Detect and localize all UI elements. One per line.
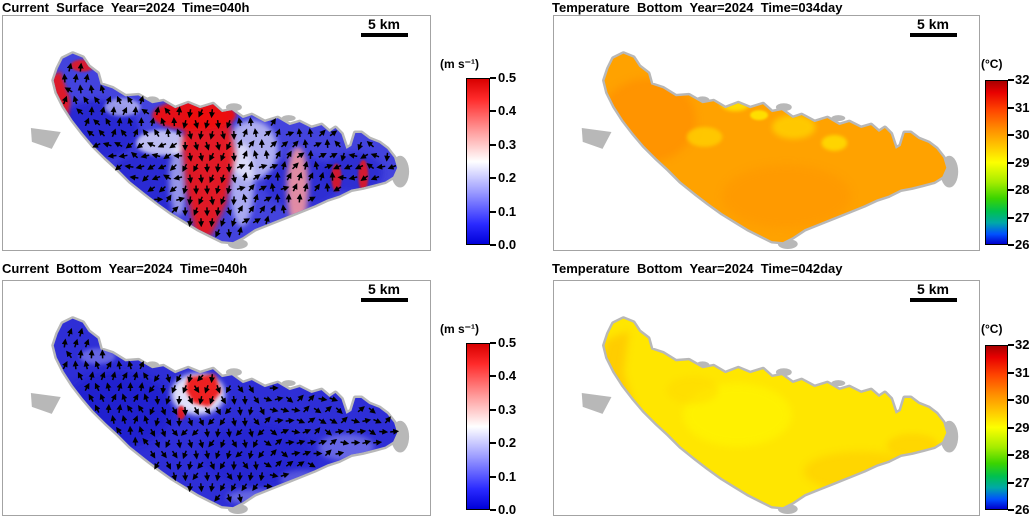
colorbar-tick-label: 30 [1015, 392, 1030, 407]
panel-title-temperature-034: Temperature Bottom Year=2024 Time=034day [552, 0, 843, 15]
colorbar-tick-label: 29 [1015, 419, 1030, 435]
scale-bar-line [360, 33, 408, 37]
colorbar-gradient [466, 343, 490, 510]
colorbar-tick-mark [490, 77, 496, 79]
colorbar-tick-mark [490, 110, 496, 113]
colorbar-tick-label: 0.3 [498, 401, 517, 417]
colorbar-current-bottom: (m s⁻¹) 0.5 0.4 0.3 0.2 0.1 0.0 [440, 322, 555, 523]
colorbar-units-label: (°C) [981, 57, 1003, 71]
colorbar-tick-label: 0.1 [498, 203, 517, 219]
scale-bar-label: 5 km [917, 281, 949, 297]
colorbar-tick-mark [1008, 454, 1014, 456]
scale-bar-line [360, 298, 408, 302]
colorbar-tick-mark [490, 509, 496, 511]
colorbar-tick-label: 26 [1015, 237, 1030, 252]
colorbar-tick-mark [490, 210, 496, 213]
colorbar-tick-mark [490, 442, 496, 445]
colorbar-gradient [985, 80, 1008, 245]
colorbar-tick-mark [1008, 161, 1014, 164]
land-mask [581, 96, 959, 250]
colorbar-tick-mark [490, 143, 496, 146]
colorbar-gradient [466, 78, 490, 245]
scale-bar-label: 5 km [368, 16, 400, 32]
colorbar-tick-label: 0.4 [498, 368, 517, 384]
colorbar-current-surface: (m s⁻¹) 0.5 0.4 0.3 0.2 0.1 0.0 [440, 57, 555, 272]
scale-bar-label: 5 km [368, 281, 400, 297]
colorbar-temperature-034: (°C) 32 31 30 29 28 27 26 [978, 57, 1031, 272]
colorbar-units-label: (m s⁻¹) [440, 57, 479, 71]
scale-bar-line [909, 33, 957, 37]
colorbar-tick-label: 28 [1015, 447, 1030, 462]
colorbar-temperature-042: (°C) 32 31 30 29 28 27 26 [978, 322, 1031, 523]
current-vectors [61, 62, 397, 239]
colorbar-tick-mark [490, 177, 496, 180]
colorbar-tick-mark [1008, 399, 1014, 401]
panel-title-current-surface: Current Surface Year=2024 Time=040h [2, 0, 250, 15]
colorbar-tick-mark [490, 375, 496, 378]
map-panel-current-bottom: 5 km [2, 280, 431, 516]
scale-bar: 5 km [907, 282, 959, 302]
colorbar-gradient [985, 345, 1008, 510]
colorbar-tick-label: 0.5 [498, 335, 517, 350]
lake-map-current-bottom [30, 316, 410, 515]
colorbar-tick-label: 30 [1015, 127, 1030, 142]
colorbar-tick-label: 27 [1015, 474, 1030, 490]
colorbar-tick-mark [1008, 134, 1014, 136]
colorbar-tick-mark [1008, 189, 1014, 191]
colorbar-tick-mark [490, 244, 496, 246]
colorbar-tick-label: 0.4 [498, 103, 517, 119]
colorbar-tick-mark [490, 342, 496, 344]
map-panel-temperature-042: 5 km [553, 280, 980, 516]
map-panel-current-surface: 5 km [2, 15, 431, 251]
colorbar-tick-label: 0.5 [498, 70, 517, 85]
colorbar-tick-mark [1008, 344, 1014, 346]
lake-map-temperature-034 [581, 51, 959, 250]
colorbar-tick-mark [490, 408, 496, 411]
panel-title-temperature-042: Temperature Bottom Year=2024 Time=042day [552, 261, 843, 276]
colorbar-tick-label: 29 [1015, 154, 1030, 170]
scale-bar-label: 5 km [917, 16, 949, 32]
colorbar-units-label: (°C) [981, 322, 1003, 336]
colorbar-tick-label: 0.2 [498, 170, 517, 186]
colorbar-tick-label: 32 [1015, 72, 1030, 87]
colorbar-tick-label: 0.3 [498, 136, 517, 152]
colorbar-units-label: (m s⁻¹) [440, 322, 479, 336]
colorbar-tick-mark [1008, 79, 1014, 81]
colorbar-tick-mark [1008, 426, 1014, 429]
lake-map-temperature-042 [581, 316, 959, 515]
colorbar-tick-mark [1008, 106, 1014, 109]
colorbar-tick-label: 26 [1015, 502, 1030, 517]
colorbar-tick-mark [1008, 481, 1014, 484]
colorbar-tick-label: 31 [1015, 364, 1030, 380]
current-vectors [61, 327, 400, 503]
colorbar-tick-mark [1008, 371, 1014, 374]
map-panel-temperature-034: 5 km [553, 15, 980, 251]
scale-bar-line [909, 298, 957, 302]
colorbar-tick-label: 0.1 [498, 468, 517, 484]
colorbar-tick-mark [490, 475, 496, 478]
colorbar-tick-label: 28 [1015, 182, 1030, 197]
panel-title-current-bottom: Current Bottom Year=2024 Time=040h [2, 261, 248, 276]
colorbar-tick-label: 31 [1015, 99, 1030, 115]
colorbar-tick-label: 32 [1015, 337, 1030, 352]
scale-bar: 5 km [358, 17, 410, 37]
colorbar-tick-label: 27 [1015, 209, 1030, 225]
colorbar-tick-label: 0.0 [498, 237, 517, 252]
colorbar-tick-mark [1008, 509, 1014, 511]
colorbar-tick-mark [1008, 244, 1014, 246]
colorbar-tick-label: 0.0 [498, 502, 517, 517]
scale-bar: 5 km [358, 282, 410, 302]
lake-map-current-surface [30, 51, 410, 250]
colorbar-tick-label: 0.2 [498, 435, 517, 451]
colorbar-tick-mark [1008, 216, 1014, 219]
scale-bar: 5 km [907, 17, 959, 37]
